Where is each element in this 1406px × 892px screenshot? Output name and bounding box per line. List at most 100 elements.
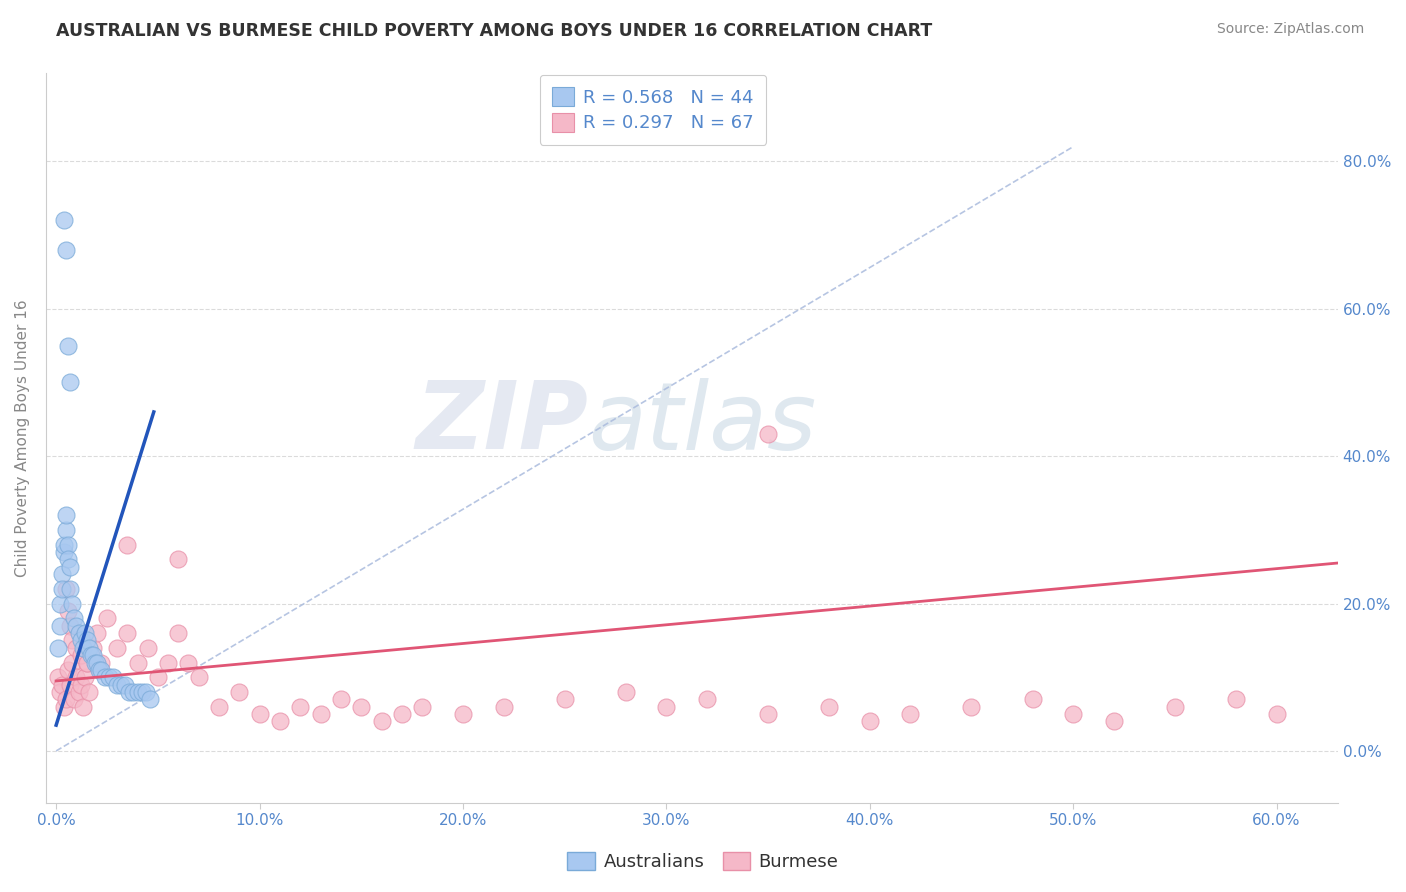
Point — [110, 678, 132, 692]
Point — [350, 699, 373, 714]
Point — [49, 597, 72, 611]
Point — [67, 685, 90, 699]
Point — [59, 376, 82, 390]
Point — [55, 692, 77, 706]
Point — [86, 656, 108, 670]
Point — [82, 640, 104, 655]
Point — [51, 678, 73, 692]
Point — [1164, 699, 1187, 714]
Point — [69, 648, 91, 662]
Point — [131, 685, 153, 699]
Point — [138, 692, 160, 706]
Point — [80, 648, 103, 662]
Point — [309, 707, 332, 722]
Point — [411, 699, 433, 714]
Point — [101, 670, 124, 684]
Point — [167, 626, 190, 640]
Text: AUSTRALIAN VS BURMESE CHILD POVERTY AMONG BOYS UNDER 16 CORRELATION CHART: AUSTRALIAN VS BURMESE CHILD POVERTY AMON… — [56, 22, 932, 40]
Point — [960, 699, 983, 714]
Point — [187, 670, 209, 684]
Point — [228, 685, 250, 699]
Point — [136, 640, 159, 655]
Point — [58, 663, 80, 677]
Point — [391, 707, 413, 722]
Point — [58, 552, 80, 566]
Point — [58, 538, 80, 552]
Point — [329, 692, 352, 706]
Point — [1021, 692, 1043, 706]
Point — [77, 685, 100, 699]
Point — [59, 678, 82, 692]
Point — [55, 523, 77, 537]
Point — [167, 552, 190, 566]
Point — [69, 678, 91, 692]
Point — [49, 618, 72, 632]
Point — [492, 699, 515, 714]
Point — [655, 699, 678, 714]
Point — [55, 582, 77, 596]
Point — [82, 648, 104, 662]
Text: Source: ZipAtlas.com: Source: ZipAtlas.com — [1216, 22, 1364, 37]
Y-axis label: Child Poverty Among Boys Under 16: Child Poverty Among Boys Under 16 — [15, 299, 30, 576]
Point — [96, 611, 118, 625]
Point — [177, 656, 200, 670]
Point — [46, 670, 69, 684]
Point — [127, 656, 149, 670]
Point — [63, 611, 86, 625]
Point — [290, 699, 312, 714]
Point — [117, 538, 139, 552]
Point — [65, 618, 87, 632]
Point — [51, 582, 73, 596]
Point — [127, 685, 149, 699]
Point — [53, 213, 76, 227]
Point — [62, 633, 84, 648]
Point — [73, 626, 96, 640]
Point — [59, 559, 82, 574]
Point — [59, 582, 82, 596]
Point — [90, 656, 112, 670]
Point — [269, 714, 291, 729]
Point — [157, 656, 180, 670]
Point — [87, 663, 110, 677]
Point — [90, 663, 112, 677]
Point — [1102, 714, 1125, 729]
Point — [105, 678, 128, 692]
Legend: Australians, Burmese: Australians, Burmese — [560, 845, 846, 879]
Text: ZIP: ZIP — [416, 377, 589, 469]
Point — [208, 699, 231, 714]
Point — [86, 626, 108, 640]
Point — [696, 692, 718, 706]
Point — [1225, 692, 1247, 706]
Point — [117, 626, 139, 640]
Point — [62, 656, 84, 670]
Point — [900, 707, 922, 722]
Point — [65, 640, 87, 655]
Point — [55, 243, 77, 257]
Point — [72, 640, 94, 655]
Point — [55, 508, 77, 522]
Point — [53, 699, 76, 714]
Point — [59, 618, 82, 632]
Point — [818, 699, 841, 714]
Point — [76, 656, 98, 670]
Point — [756, 427, 779, 442]
Point — [46, 640, 69, 655]
Point — [51, 567, 73, 582]
Point — [76, 656, 98, 670]
Point — [105, 640, 128, 655]
Point — [73, 670, 96, 684]
Point — [98, 670, 121, 684]
Point — [614, 685, 637, 699]
Point — [58, 338, 80, 352]
Point — [63, 692, 86, 706]
Point — [49, 685, 72, 699]
Point — [53, 538, 76, 552]
Point — [118, 685, 141, 699]
Point — [83, 656, 105, 670]
Point — [146, 670, 169, 684]
Point — [135, 685, 157, 699]
Point — [76, 633, 98, 648]
Point — [249, 707, 271, 722]
Point — [94, 670, 117, 684]
Point — [122, 685, 145, 699]
